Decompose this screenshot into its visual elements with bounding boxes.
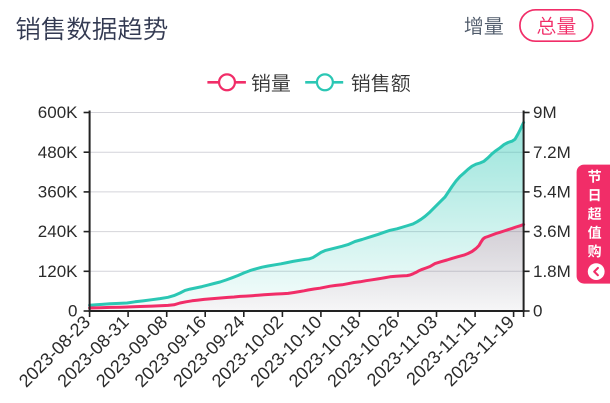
- svg-text:7.2M: 7.2M: [533, 143, 571, 162]
- svg-text:360K: 360K: [38, 183, 78, 202]
- svg-text:0: 0: [68, 302, 77, 321]
- svg-text:1.8M: 1.8M: [533, 262, 571, 281]
- svg-text:240K: 240K: [38, 222, 78, 241]
- svg-text:3.6M: 3.6M: [533, 222, 571, 241]
- svg-text:120K: 120K: [38, 262, 78, 281]
- svg-text:9M: 9M: [533, 103, 557, 122]
- svg-text:0: 0: [533, 302, 542, 321]
- svg-text:600K: 600K: [38, 103, 78, 122]
- svg-text:5.4M: 5.4M: [533, 183, 571, 202]
- svg-text:480K: 480K: [38, 143, 78, 162]
